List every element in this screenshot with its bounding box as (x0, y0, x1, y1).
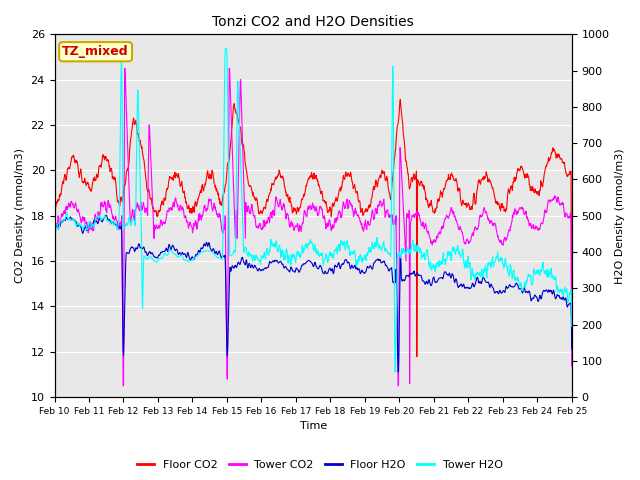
X-axis label: Time: Time (300, 421, 327, 432)
Y-axis label: H2O Density (mmol/m3): H2O Density (mmol/m3) (615, 148, 625, 284)
Y-axis label: CO2 Density (mmol/m3): CO2 Density (mmol/m3) (15, 148, 25, 283)
Title: Tonzi CO2 and H2O Densities: Tonzi CO2 and H2O Densities (212, 15, 414, 29)
Text: TZ_mixed: TZ_mixed (62, 45, 129, 58)
Legend: Floor CO2, Tower CO2, Floor H2O, Tower H2O: Floor CO2, Tower CO2, Floor H2O, Tower H… (133, 456, 507, 474)
